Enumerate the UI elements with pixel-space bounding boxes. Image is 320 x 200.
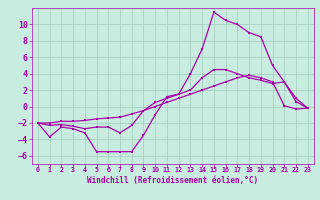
X-axis label: Windchill (Refroidissement éolien,°C): Windchill (Refroidissement éolien,°C) [87,176,258,185]
